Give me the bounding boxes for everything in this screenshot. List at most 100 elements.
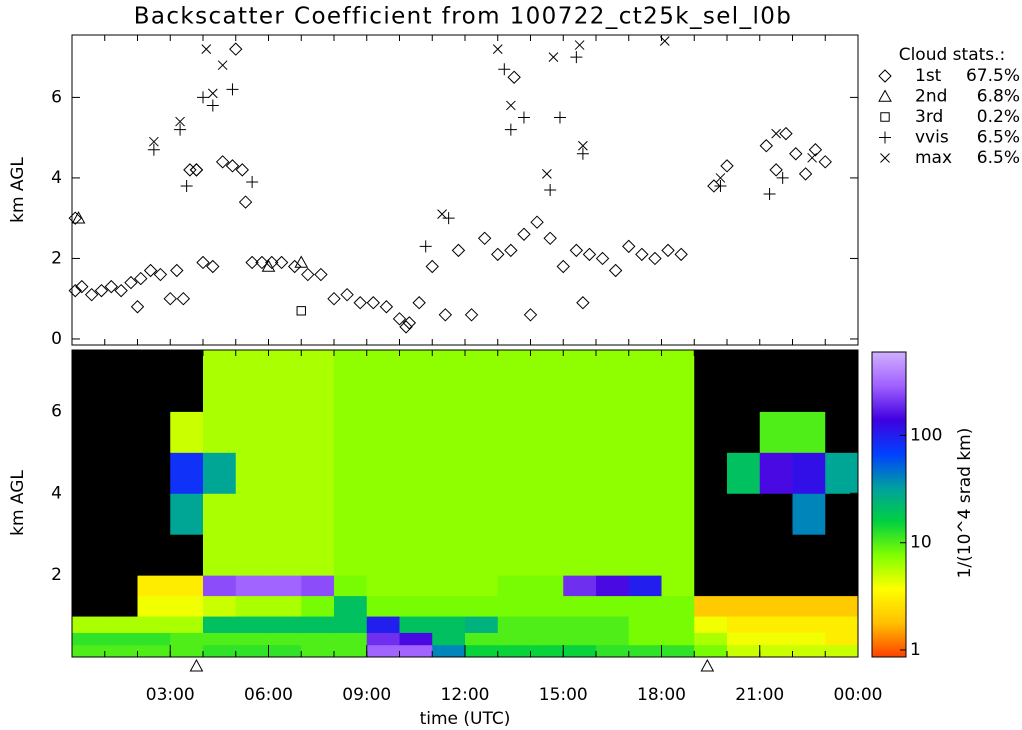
heatmap-cell [334, 534, 368, 576]
data-point [340, 287, 354, 302]
data-point [261, 259, 276, 272]
heatmap-cell [694, 411, 728, 453]
heatmap-cell [104, 575, 138, 597]
data-point [402, 316, 417, 330]
heatmap-cell [432, 534, 466, 576]
heatmap-cell [628, 350, 662, 412]
heatmap-cell [203, 575, 237, 597]
data-point [353, 296, 367, 310]
heatmap-cell [235, 575, 269, 597]
heatmap-cell [104, 595, 138, 617]
heatmap-cell [661, 632, 695, 646]
data-point [274, 255, 289, 270]
heatmap-cell [301, 575, 335, 597]
data-point [570, 51, 583, 64]
data-point [225, 159, 240, 173]
heatmap-cell [432, 350, 466, 412]
heatmap-cell [235, 632, 269, 646]
plot-frame [71, 34, 859, 346]
legend-stat: 67.5% [966, 66, 1020, 86]
heatmap-cell [596, 632, 630, 646]
data-point [180, 179, 193, 192]
data-point [553, 111, 566, 124]
data-point [504, 123, 517, 136]
data-point [707, 179, 721, 193]
heatmap-cell [694, 493, 728, 535]
legend-label: 2nd [915, 87, 947, 107]
data-point [769, 163, 783, 177]
heatmap-cell [694, 575, 728, 597]
heatmap-cell [399, 350, 433, 412]
heatmap-cell [235, 411, 269, 453]
heatmap-cell [268, 616, 302, 633]
y-tick-label: 6 [51, 401, 62, 421]
data-point [807, 152, 818, 163]
heatmap-cell [465, 350, 499, 412]
heatmap-cell [334, 632, 368, 646]
heatmap-cell [104, 632, 138, 646]
legend-marker [878, 69, 892, 83]
x-tick-label: 18:00 [637, 685, 686, 705]
heatmap-cell [661, 452, 695, 494]
data-point [68, 283, 82, 298]
heatmap-cell [465, 575, 499, 597]
legend-label: 1st [915, 66, 942, 86]
heatmap-cell [563, 595, 597, 617]
data-point [451, 243, 466, 258]
heatmap-cell [137, 452, 171, 494]
data-point [245, 255, 259, 270]
heatmap-cell [465, 493, 499, 535]
heatmap-cell [72, 595, 106, 617]
heatmap-cell [497, 616, 531, 633]
heatmap-cell [366, 534, 400, 576]
heatmap-cell [530, 644, 564, 658]
heatmap-cell [268, 411, 302, 453]
data-point [576, 147, 589, 160]
heatmap-cell [432, 493, 466, 535]
data-point [149, 136, 159, 147]
data-point [153, 267, 168, 282]
y-tick-label: 6 [51, 87, 62, 107]
heatmap-cell [727, 644, 761, 658]
heatmap-cell [432, 411, 466, 453]
heatmap-cell [137, 534, 171, 576]
x-tick-label: 03:00 [146, 685, 195, 705]
data-point [175, 116, 185, 127]
heatmap-cell [137, 575, 171, 597]
heatmap-cell [792, 411, 826, 453]
heatmap-cell [661, 411, 695, 453]
data-point [548, 52, 559, 62]
heatmap-cell [137, 616, 171, 633]
heatmap-cell [432, 644, 466, 658]
heatmap-cell [432, 616, 466, 633]
data-point [437, 209, 447, 220]
heatmap-cell [825, 493, 859, 535]
data-point [294, 255, 309, 268]
heatmap-cell [759, 575, 793, 597]
heatmap-cell [235, 534, 269, 576]
heatmap-cell [334, 616, 368, 633]
heatmap-cell [72, 575, 106, 597]
legend-label: vvis [915, 128, 949, 148]
heatmap-cell [334, 452, 368, 494]
data-point [442, 212, 455, 225]
data-point [130, 300, 145, 314]
data-point [238, 195, 253, 209]
heatmap-cell [432, 452, 466, 494]
heatmap-cell [792, 595, 826, 617]
heatmap-cell [497, 644, 531, 658]
heatmap-cell [628, 575, 662, 597]
heatmap-cell [268, 632, 302, 646]
heatmap-cell [235, 350, 269, 412]
data-point [648, 251, 662, 266]
heatmap-cell [72, 534, 106, 576]
data-point [517, 227, 531, 241]
heatmap-cell [563, 493, 597, 535]
data-point [207, 88, 218, 99]
heatmap-cell [432, 575, 466, 597]
heatmap-cell [301, 632, 335, 646]
data-point [542, 169, 552, 179]
heatmap-cell [694, 644, 728, 658]
heatmap-cell [759, 632, 793, 646]
